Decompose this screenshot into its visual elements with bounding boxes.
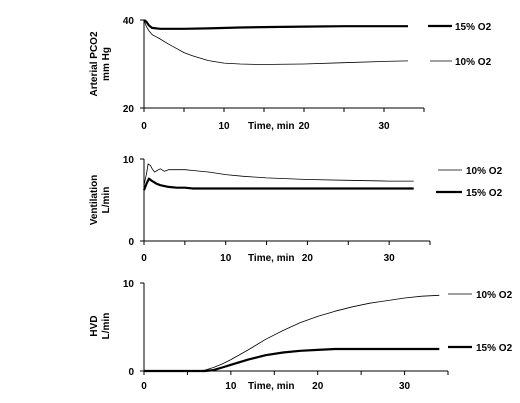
x-tick-label: 30: [378, 121, 390, 132]
x-axis-label: Time, min: [248, 253, 295, 264]
y-axis-label-line: L/min: [101, 187, 112, 214]
y-axis-label: Arterial PCO2mm Hg: [89, 31, 112, 96]
series-line-10o2: [143, 19, 409, 65]
x-tick-label: 10: [218, 121, 230, 132]
series-line-15o2: [144, 347, 440, 373]
legend-label: 15% O2: [476, 343, 513, 354]
legend-label: 10% O2: [476, 290, 513, 301]
x-tick-label: 20: [302, 253, 314, 264]
chart-panel-1: 20 40 0 10 20 30 Time, min Arterial PCO2mm Hg 15…: [89, 16, 492, 132]
x-tick-label: 0: [141, 253, 147, 264]
series-line-10o2: [143, 163, 414, 186]
series-line-10o2: [144, 294, 440, 372]
x-tick-label: 10: [220, 253, 232, 264]
y-axis-label-line: L/min: [101, 313, 112, 340]
y-tick-label: 20: [123, 104, 135, 115]
x-axis-label: Time, min: [248, 381, 295, 392]
x-tick-label: 20: [298, 121, 310, 132]
x-tick-label: 10: [225, 381, 237, 392]
chart-panel-3: 0 10 0 10 20 30 Time, min HVDL/min 10% O2 15% O2: [89, 279, 513, 392]
chart-panel-2: 0 10 0 10 20 30 Time, min VentilationL/min 10% O…: [89, 155, 503, 264]
y-tick-label: 10: [123, 279, 135, 290]
series-line-15o2: [143, 19, 408, 30]
y-axis-label: VentilationL/min: [89, 175, 112, 226]
chart-panels: 20 40 0 10 20 30 Time, min Arterial PCO2mm Hg 15…: [89, 16, 513, 392]
y-tick-label: 0: [128, 237, 134, 248]
x-tick-label: 30: [399, 381, 411, 392]
y-axis-label: HVDL/min: [89, 313, 112, 340]
x-tick-label: 0: [141, 121, 147, 132]
x-tick-label: 20: [312, 381, 324, 392]
y-tick-label: 10: [123, 155, 135, 166]
x-tick-label: 30: [384, 253, 396, 264]
y-tick-label: 40: [123, 16, 135, 27]
y-axis-label-line: Ventilation: [89, 175, 100, 226]
x-axis-label: Time, min: [248, 121, 295, 132]
legend-label: 15% O2: [466, 188, 503, 199]
y-axis-label-line: mm Hg: [101, 47, 112, 81]
legend-label: 10% O2: [455, 57, 492, 68]
legend-label: 10% O2: [466, 166, 503, 177]
legend-label: 15% O2: [455, 22, 492, 33]
series-line-15o2: [142, 177, 414, 191]
y-axis-label-line: Arterial PCO2: [89, 31, 100, 96]
x-tick-label: 0: [141, 381, 147, 392]
y-tick-label: 0: [128, 367, 134, 378]
y-axis-label-line: HVD: [89, 315, 100, 336]
